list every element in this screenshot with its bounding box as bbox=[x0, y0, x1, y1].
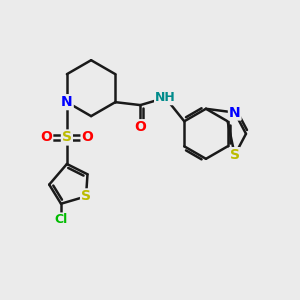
Text: Cl: Cl bbox=[54, 213, 68, 226]
Text: O: O bbox=[134, 120, 146, 134]
Text: O: O bbox=[40, 130, 52, 145]
Text: S: S bbox=[81, 189, 91, 203]
Text: S: S bbox=[230, 148, 240, 162]
Text: N: N bbox=[229, 106, 241, 119]
Text: N: N bbox=[61, 95, 73, 109]
Text: S: S bbox=[62, 130, 72, 145]
Text: O: O bbox=[82, 130, 93, 145]
Text: NH: NH bbox=[155, 91, 176, 104]
